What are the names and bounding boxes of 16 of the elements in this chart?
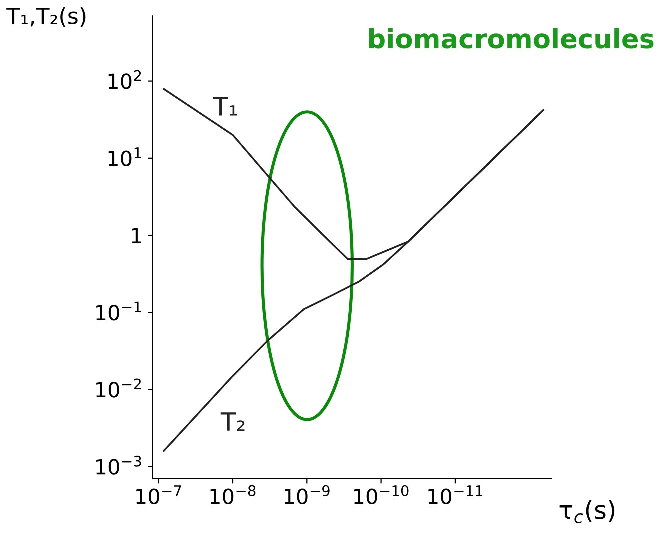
series-label: T₁ [213, 97, 238, 116]
x-tick-label: 10$^{−7}$ [136, 486, 182, 505]
x-tick-label: 10$^{−9}$ [284, 485, 330, 505]
x-tick-label: 10$^{−10}$ [354, 485, 409, 505]
y-tick-label: 10$^{−3}$ [96, 456, 142, 475]
y-tick-label: 10$^{2}$ [108, 70, 142, 90]
y-axis-title: T₁,T₂(s) [6, 7, 86, 28]
y-tick-label: 1 [132, 228, 142, 244]
chart-title: biomacromolecules [369, 28, 654, 49]
series-label: T₂ [220, 412, 245, 431]
y-tick-label: 10$^{−1}$ [96, 302, 142, 321]
x-axis-title: τ$_{c}$(s) [560, 500, 615, 524]
x-tick-label: 10$^{−11}$ [428, 486, 483, 505]
x-tick-label: 10$^{−8}$ [210, 485, 256, 505]
y-tick-label: 10$^{1}$ [108, 148, 142, 166]
y-tick-label: 10$^{−2}$ [96, 378, 142, 398]
